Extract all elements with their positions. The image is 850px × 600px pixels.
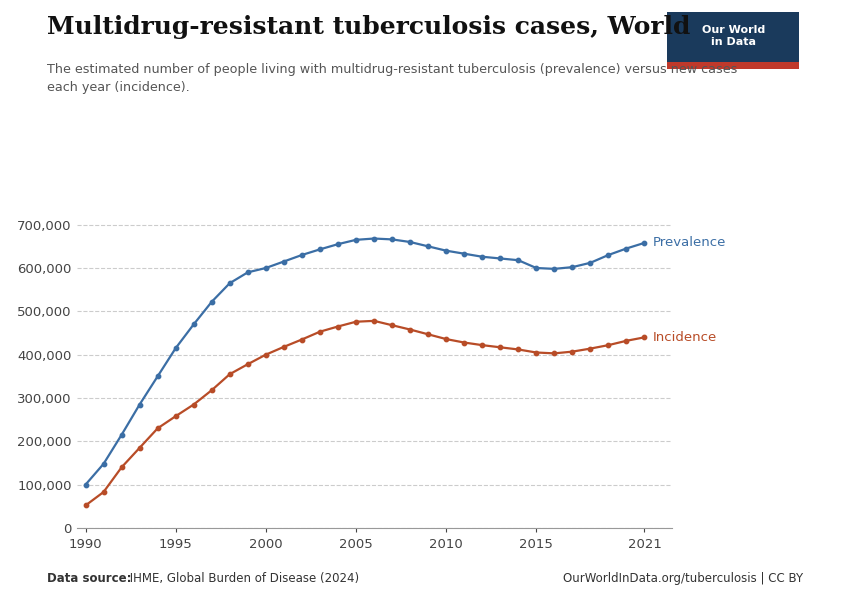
Point [584,344,598,353]
Text: Data source:: Data source: [47,572,131,585]
Point [638,238,651,248]
Point [223,370,236,379]
Point [367,316,381,326]
Text: IHME, Global Burden of Disease (2024): IHME, Global Burden of Disease (2024) [126,572,359,585]
Point [493,343,507,352]
Point [205,297,218,307]
Point [422,329,435,339]
Point [150,371,164,381]
Text: The estimated number of people living with multidrug-resistant tuberculosis (pre: The estimated number of people living wi… [47,63,737,94]
Text: Our World
in Data: Our World in Data [701,25,765,47]
Point [512,256,525,265]
Point [620,244,633,253]
Point [638,332,651,342]
Text: Multidrug-resistant tuberculosis cases, World: Multidrug-resistant tuberculosis cases, … [47,15,690,39]
Point [169,343,183,353]
Point [205,385,218,395]
Point [367,234,381,244]
Point [620,336,633,346]
Point [277,342,291,352]
Point [439,246,453,256]
Point [115,463,128,472]
Point [97,459,110,469]
Point [547,349,561,358]
Point [349,235,363,245]
Point [150,424,164,433]
Point [385,235,399,244]
Point [241,268,255,277]
Point [475,252,489,262]
Point [457,249,471,259]
Point [332,322,345,331]
Point [493,254,507,263]
Point [97,487,110,497]
Point [79,500,93,510]
Point [602,250,615,260]
Text: Incidence: Incidence [653,331,717,344]
Point [187,320,201,329]
Point [187,400,201,409]
Point [313,245,326,254]
Point [403,325,416,334]
Point [241,359,255,369]
Point [295,335,309,344]
Point [385,320,399,330]
Point [277,257,291,266]
Point [403,237,416,247]
Point [547,264,561,274]
Point [313,327,326,337]
Text: OurWorldInData.org/tuberculosis | CC BY: OurWorldInData.org/tuberculosis | CC BY [563,572,803,585]
Point [133,400,146,409]
Point [422,242,435,251]
FancyBboxPatch shape [667,12,799,69]
Point [79,480,93,490]
Point [295,250,309,260]
Point [530,263,543,273]
Point [565,347,579,356]
Point [169,412,183,421]
Point [602,340,615,350]
Point [457,338,471,347]
Point [259,350,273,359]
Point [584,258,598,268]
FancyBboxPatch shape [667,62,799,69]
Point [349,317,363,326]
Point [115,430,128,440]
Point [530,347,543,357]
Point [512,344,525,354]
Point [439,334,453,344]
Text: Prevalence: Prevalence [653,236,726,250]
Point [475,340,489,350]
Point [223,278,236,288]
Point [565,262,579,272]
Point [259,263,273,273]
Point [133,443,146,452]
Point [332,239,345,249]
